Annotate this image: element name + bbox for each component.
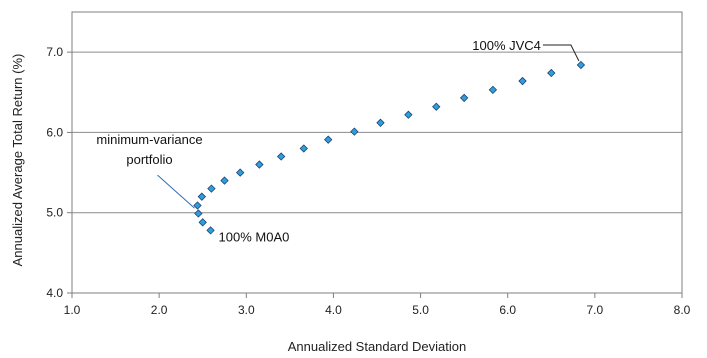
data-point-6 bbox=[220, 176, 229, 185]
y-tick-label-0: 4.0 bbox=[46, 286, 63, 300]
data-point-15 bbox=[432, 102, 441, 111]
data-point-3 bbox=[193, 201, 202, 210]
x-tick-label-4: 5.0 bbox=[412, 303, 429, 317]
data-point-7 bbox=[236, 168, 245, 177]
annotation-leader-jvc4 bbox=[542, 44, 580, 62]
y-tick-label-2: 6.0 bbox=[46, 125, 63, 139]
x-tick-label-1: 2.0 bbox=[151, 303, 168, 317]
data-point-16 bbox=[459, 93, 469, 103]
data-point-1 bbox=[198, 218, 207, 227]
gridlines bbox=[72, 51, 682, 294]
data-point-20 bbox=[576, 60, 586, 70]
y-axis-ticks: 4.0 5.0 6.0 7.0 bbox=[46, 45, 72, 300]
annotation-m0a0: 100% M0A0 bbox=[219, 229, 290, 244]
x-axis-ticks: 1.0 2.0 3.0 4.0 5.0 6.0 7.0 8.0 bbox=[64, 293, 691, 317]
data-point-17 bbox=[488, 85, 498, 95]
data-point-10 bbox=[299, 144, 308, 153]
x-tick-label-3: 4.0 bbox=[325, 303, 342, 317]
y-axis-label: Annualized Average Total Return (%) bbox=[10, 54, 25, 267]
plot-area-border bbox=[71, 11, 683, 294]
data-point-18 bbox=[518, 76, 527, 86]
data-point-9 bbox=[276, 152, 286, 161]
data-point-8 bbox=[255, 160, 264, 169]
x-tick-label-7: 8.0 bbox=[674, 303, 691, 317]
data-point-19 bbox=[547, 68, 556, 78]
y-tick-label-3: 7.0 bbox=[46, 45, 63, 59]
annotation-minvar-line2: portfolio bbox=[126, 152, 172, 167]
data-point-14 bbox=[404, 110, 413, 119]
y-tick-label-1: 5.0 bbox=[46, 206, 63, 220]
data-points bbox=[193, 60, 586, 235]
annotations: 100% JVC4 minimum-variance portfolio 100% M… bbox=[96, 38, 580, 244]
x-tick-label-5: 6.0 bbox=[499, 303, 516, 317]
annotation-jvc4: 100% JVC4 bbox=[472, 38, 541, 53]
data-point-12 bbox=[350, 127, 359, 136]
data-point-5 bbox=[207, 184, 216, 193]
x-tick-label-0: 1.0 bbox=[64, 303, 81, 317]
data-point-0 bbox=[206, 226, 215, 235]
x-tick-label-6: 7.0 bbox=[587, 303, 604, 317]
data-point-2 bbox=[194, 209, 203, 218]
annotation-minvar-line1: minimum-variance bbox=[96, 132, 202, 147]
x-axis-label: Annualized Standard Deviation bbox=[288, 339, 467, 354]
data-point-13 bbox=[376, 118, 385, 127]
data-point-4 bbox=[197, 192, 207, 201]
x-tick-label-2: 3.0 bbox=[238, 303, 255, 317]
data-point-11 bbox=[324, 135, 333, 144]
annotation-leader-minvar bbox=[157, 174, 195, 209]
